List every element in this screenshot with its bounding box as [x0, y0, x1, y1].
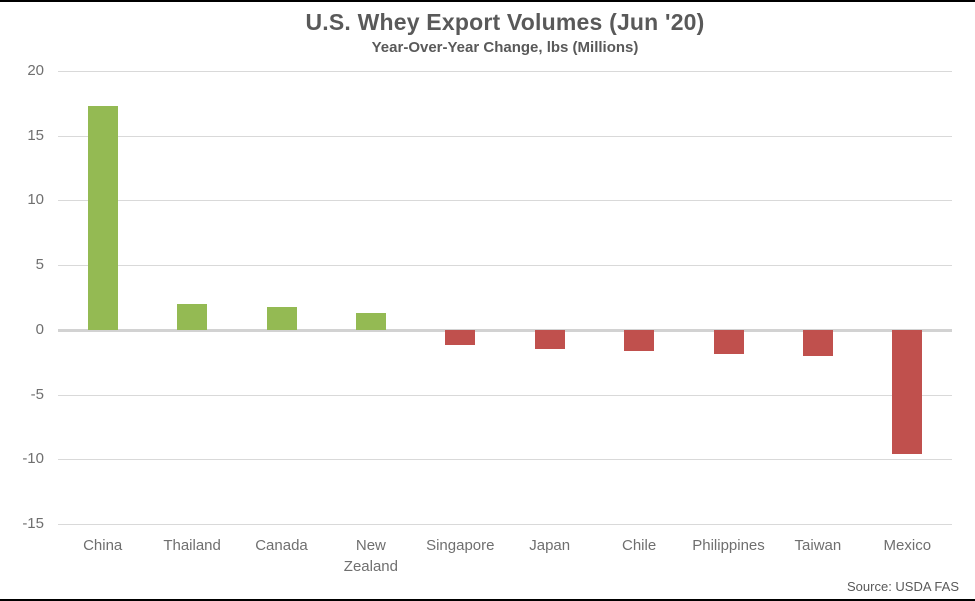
chart-title: U.S. Whey Export Volumes (Jun '20) — [305, 9, 705, 35]
x-label-singapore: Singapore — [426, 537, 495, 554]
gridline-15 — [58, 135, 952, 137]
bar-japan — [534, 329, 565, 350]
gridline-10 — [58, 200, 952, 202]
bottom-border — [0, 599, 975, 601]
y-tick-label-0: 0 — [35, 321, 44, 339]
x-label-china: China — [83, 537, 123, 554]
bar-taiwan — [802, 329, 833, 356]
y-tick-label-15: 15 — [27, 126, 44, 144]
plot-area — [58, 71, 952, 525]
bar-philippines — [713, 329, 744, 355]
y-tick-label--5: -5 — [30, 385, 44, 403]
bar-mexico — [892, 329, 923, 455]
x-label-japan: Japan — [529, 537, 571, 554]
x-label-mexico: Mexico — [883, 537, 932, 554]
bar-canada — [266, 306, 297, 330]
x-label-canada: Canada — [255, 537, 308, 554]
x-label-philippines: Philippines — [692, 537, 765, 554]
bar-chile — [624, 329, 655, 351]
bar-thailand — [177, 303, 208, 330]
x-label-taiwan: Taiwan — [794, 537, 842, 554]
y-tick-label--10: -10 — [22, 450, 44, 468]
x-label-chile: Chile — [622, 537, 657, 554]
x-label-thailand: Thailand — [163, 537, 221, 554]
gridline--10 — [58, 459, 952, 461]
y-tick-label-10: 10 — [27, 191, 44, 209]
x-axis: China Thailand Canada New Zealand Singapore J… — [58, 535, 952, 581]
chart-subtitle: Year-Over-Year Change, lbs (Millions) — [371, 39, 639, 56]
bar-new-zealand — [355, 313, 386, 330]
x-label-new-zealand: New Zealand — [343, 537, 398, 575]
bar-singapore — [445, 329, 476, 346]
gridline--15 — [58, 524, 952, 525]
gridline-20 — [58, 71, 952, 72]
y-axis: 20 15 10 5 0 -5 -10 -15 — [0, 0, 46, 601]
zero-axis-line — [58, 328, 952, 332]
source-label: Source: USDA FAS — [847, 579, 959, 594]
gridline--5 — [58, 394, 952, 396]
top-border — [0, 0, 975, 2]
y-tick-label--15: -15 — [22, 515, 44, 533]
y-tick-label-5: 5 — [35, 256, 44, 274]
y-tick-label-20: 20 — [27, 62, 44, 80]
gridline-5 — [58, 265, 952, 267]
bar-china — [87, 105, 118, 330]
